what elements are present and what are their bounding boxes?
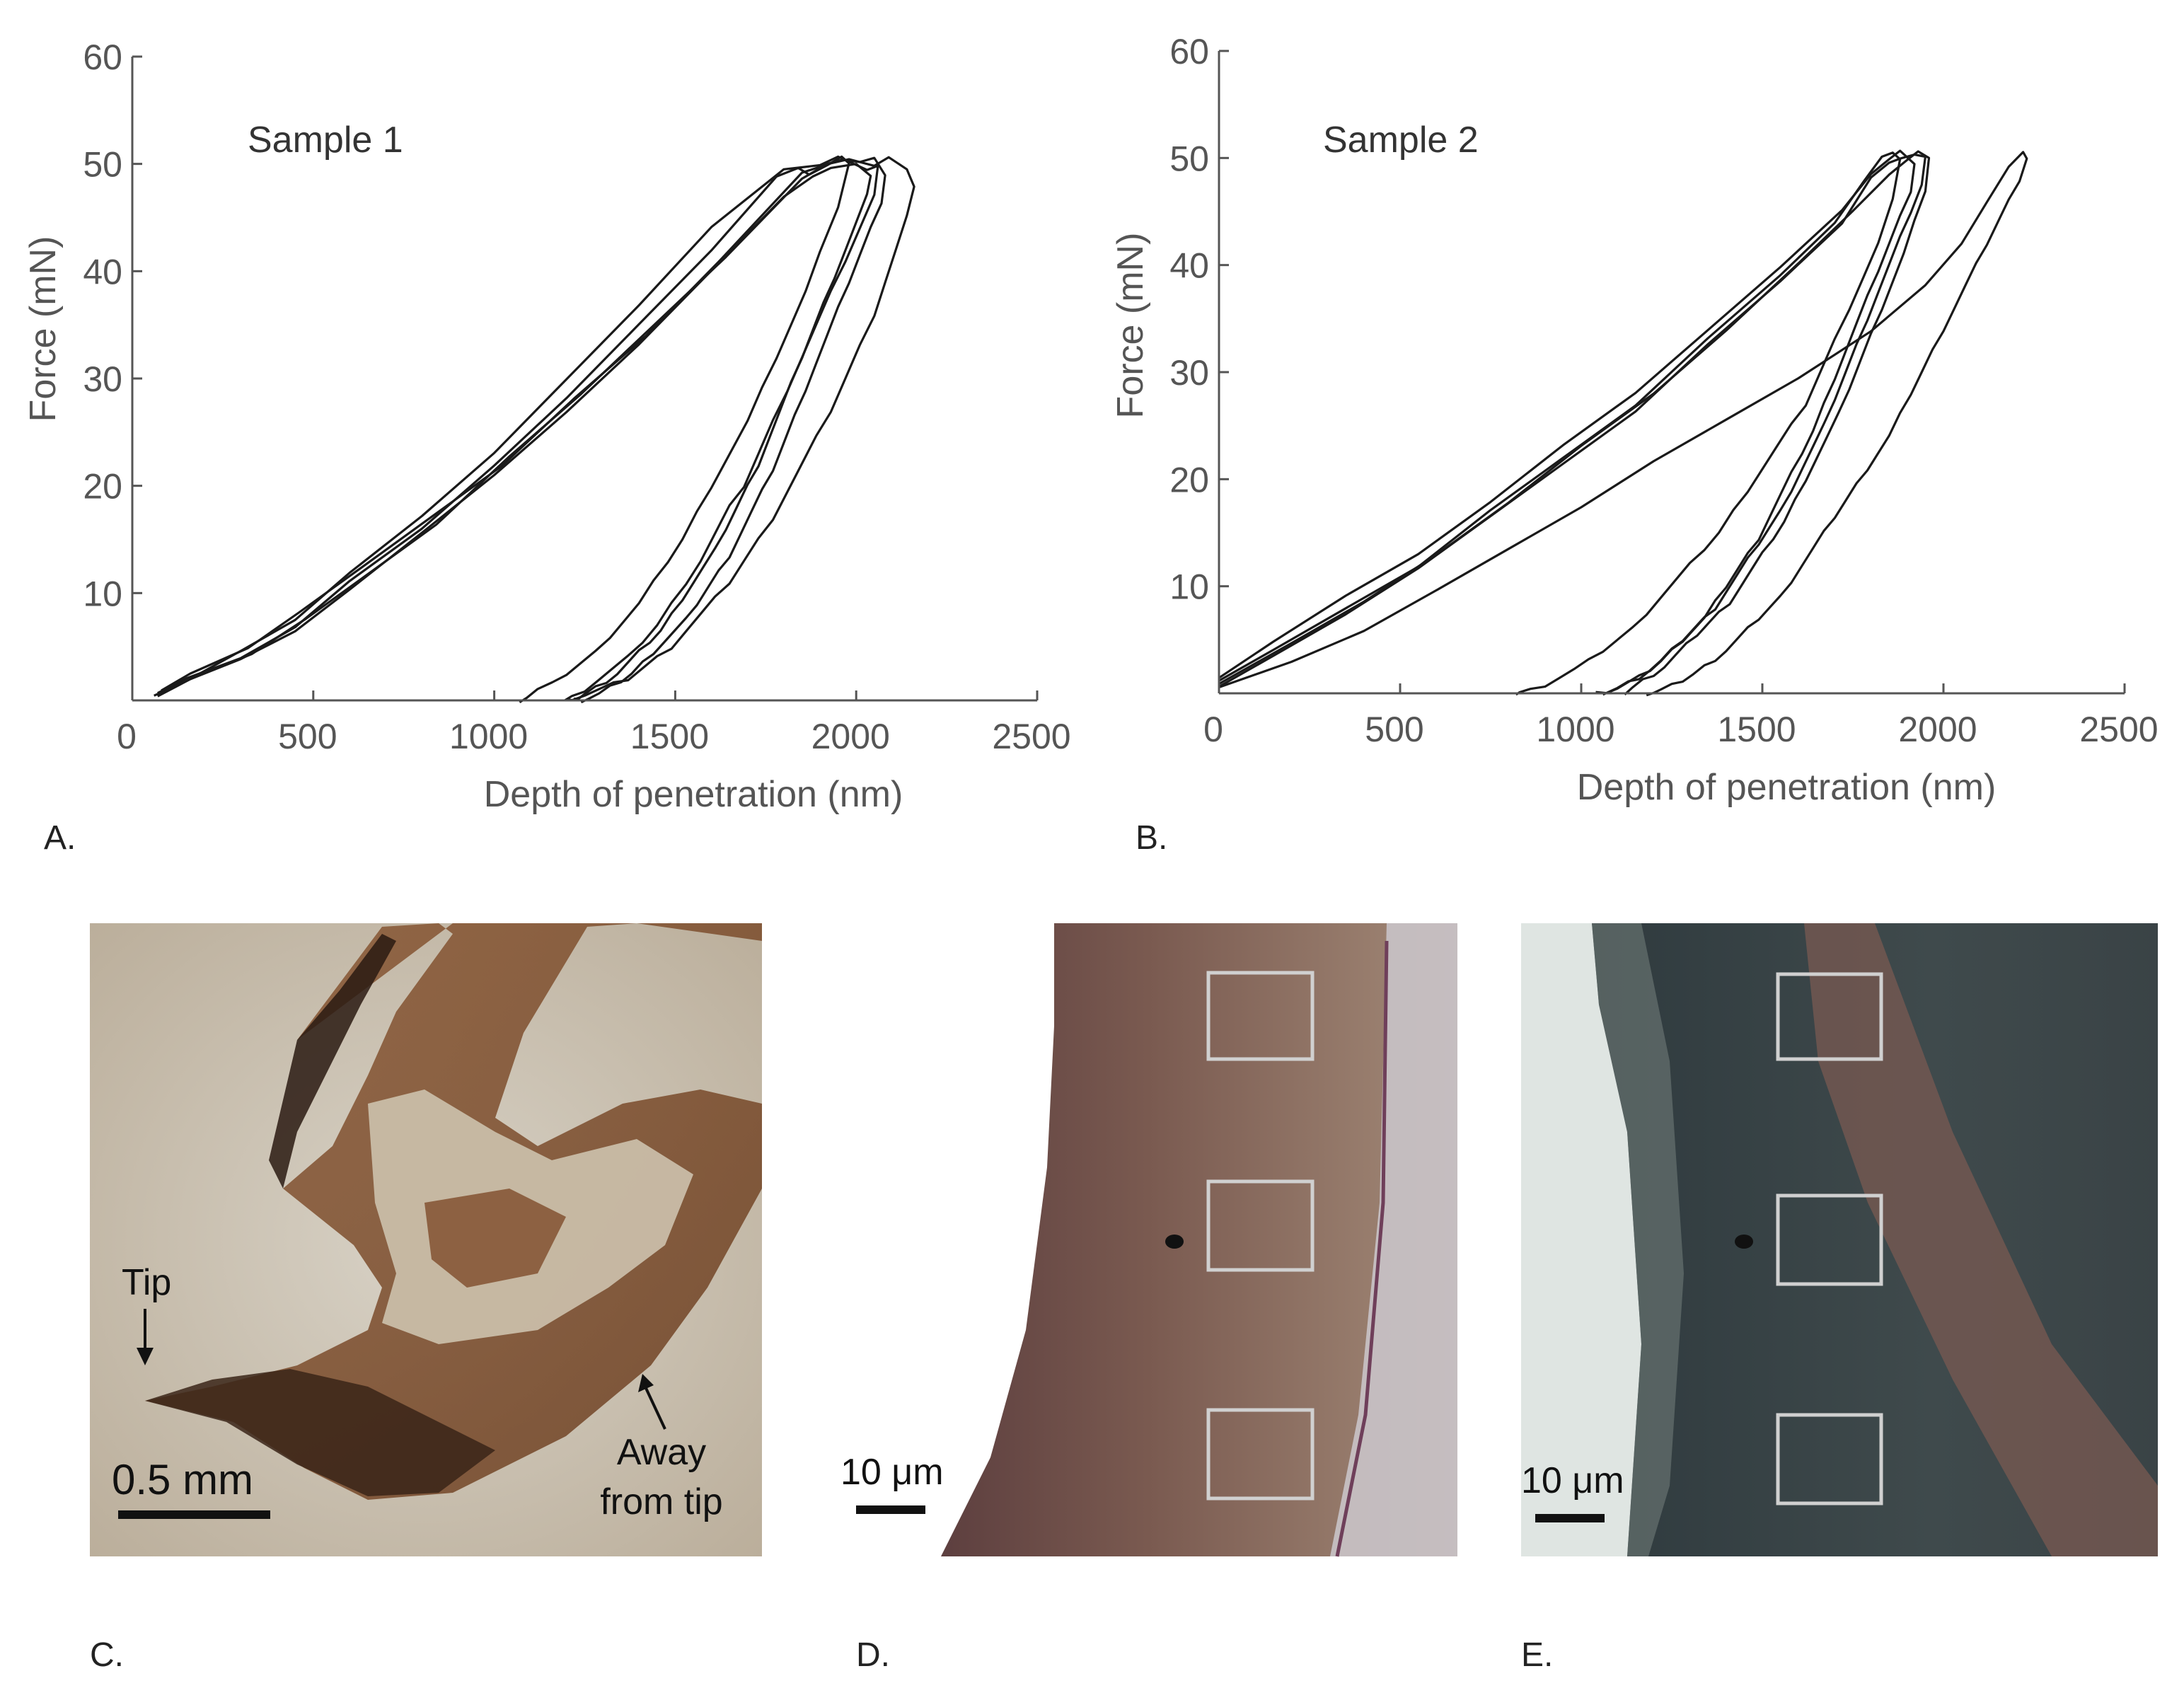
edge-shadow-e	[1592, 923, 1684, 1556]
y-tick-label: 10	[1169, 567, 1209, 607]
chart-series-line	[1218, 151, 1902, 696]
chart-a-series-group	[154, 155, 915, 704]
chart-b-x-label: Depth of penetration (nm)	[1577, 767, 1997, 808]
chart-series-line	[157, 155, 850, 704]
y-tick-label: 40	[1169, 246, 1209, 286]
chart-series-line	[1218, 149, 1916, 695]
chart-series-line	[1218, 153, 1926, 696]
scale-bar-d	[856, 1505, 925, 1514]
chart-b-series-group	[1218, 149, 2028, 697]
indent-box-d-middle	[1206, 1179, 1315, 1272]
x-tick-label: 1500	[1717, 710, 1796, 749]
x-tick-label: 2000	[1898, 710, 1977, 749]
y-tick-label: 20	[1169, 460, 1209, 499]
indent-box-e-bottom	[1776, 1413, 1883, 1505]
x-tick-label: 0	[1203, 710, 1223, 749]
scale-bar-e	[1535, 1514, 1605, 1522]
chart-series-line	[164, 156, 886, 704]
brown-streak-e	[1804, 923, 2158, 1556]
chart-series-line	[154, 155, 879, 702]
chart-panel-a: 0 500 1000 1500 2000 2500 10 20 30 40 50 60 Sample …	[23, 37, 1071, 857]
away-arrow	[644, 1386, 666, 1430]
boundary-line-d	[1335, 940, 1389, 1557]
panel-label-c: C.	[90, 1636, 124, 1674]
jaw-stain	[424, 1189, 566, 1288]
chart-series-line	[157, 163, 872, 701]
chart-b-y-label: Force (mN)	[1110, 233, 1151, 419]
debris-spot-e	[1735, 1235, 1753, 1249]
y-tick-label: 10	[83, 574, 122, 613]
jaw-dark-ridge	[269, 934, 396, 1189]
tip-arrowhead	[137, 1348, 154, 1365]
chart-series-line	[161, 156, 915, 702]
photo-panel-e: 10 μm	[1521, 923, 2158, 1556]
x-tick-label: 1000	[1536, 710, 1614, 749]
y-tick-label: 50	[1169, 139, 1209, 178]
x-tick-label: 2500	[2079, 710, 2158, 749]
y-tick-label: 20	[83, 467, 122, 507]
indent-box-d-bottom	[1206, 1408, 1315, 1501]
panel-label-a: A.	[44, 819, 76, 857]
chart-panel-b: 0 500 1000 1500 2000 2500 10 20 30 40 50 60 Sample …	[1110, 32, 2159, 857]
scale-bar-label-d: 10 μm	[840, 1452, 944, 1493]
panel-label-e: E.	[1521, 1636, 1553, 1674]
chart-a-x-label: Depth of penetration (nm)	[484, 774, 903, 815]
scale-bar-label-c: 0.5 mm	[112, 1456, 253, 1503]
x-tick-label: 500	[1365, 710, 1423, 749]
chart-b-title: Sample 2	[1323, 120, 1479, 161]
panel-label-b: B.	[1136, 819, 1167, 857]
y-tick-label: 50	[83, 145, 122, 185]
scale-bar-label-e: 10 μm	[1521, 1460, 1624, 1501]
away-label-line2: from tip	[600, 1481, 722, 1522]
chart-b-axes: 0 500 1000 1500 2000 2500 10 20 30 40 50 60	[1169, 32, 2158, 749]
indent-box-e-top	[1776, 972, 1883, 1061]
away-label-line1: Away	[617, 1432, 706, 1473]
outer-edge-d	[1330, 923, 1457, 1556]
x-tick-label: 2500	[992, 717, 1070, 756]
y-tick-label: 40	[83, 252, 122, 291]
panel-label-d: D.	[856, 1636, 890, 1674]
x-tick-label: 2000	[811, 717, 890, 756]
y-tick-label: 30	[1169, 353, 1209, 393]
indent-box-d-top	[1206, 971, 1315, 1061]
chart-a-axes: 0 500 1000 1500 2000 2500 10 20 30 40 50 60	[83, 37, 1070, 756]
debris-spot-d	[1165, 1235, 1184, 1249]
x-tick-label: 1500	[630, 717, 709, 756]
y-tick-label: 60	[1169, 32, 1209, 71]
jaw-tip-edge	[145, 1369, 495, 1496]
chart-series-line	[1218, 151, 2028, 697]
tip-label: Tip	[122, 1262, 171, 1303]
y-tick-label: 30	[83, 359, 122, 399]
y-tick-label: 60	[83, 37, 122, 77]
chart-a-title: Sample 1	[248, 120, 403, 161]
scale-bar-c	[118, 1510, 270, 1519]
chart-series-line	[1218, 150, 1931, 695]
x-tick-label: 0	[117, 717, 137, 756]
chart-a-y-label: Force (mN)	[23, 236, 64, 422]
photo-panel-d: 10 μm	[821, 923, 1457, 1557]
x-tick-label: 1000	[449, 717, 528, 756]
x-tick-label: 500	[278, 717, 337, 756]
photo-panel-c: Tip Away from tip 0.5 mm	[90, 923, 762, 1556]
away-arrowhead	[638, 1374, 654, 1392]
enamel-band-d	[941, 923, 1457, 1556]
indent-box-e-middle	[1776, 1193, 1883, 1286]
